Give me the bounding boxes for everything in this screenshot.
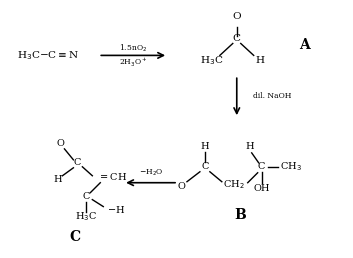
Text: H$_3$C: H$_3$C — [75, 210, 97, 223]
Text: 2H$_3$O$^+$: 2H$_3$O$^+$ — [119, 56, 148, 69]
Text: 1.5nO$_2$: 1.5nO$_2$ — [119, 43, 147, 54]
Text: C: C — [233, 34, 241, 43]
Text: C: C — [258, 162, 265, 171]
Text: O: O — [232, 12, 241, 21]
Text: $-$H$_2$O: $-$H$_2$O — [139, 167, 163, 178]
Text: $=$CH: $=$CH — [98, 171, 128, 182]
Text: $-$H: $-$H — [107, 204, 125, 215]
Text: H: H — [53, 175, 62, 184]
Text: C: C — [201, 162, 209, 171]
Text: H$_3$C$-$C$\equiv$N: H$_3$C$-$C$\equiv$N — [18, 49, 79, 62]
Text: A: A — [299, 38, 310, 52]
Text: H: H — [245, 142, 254, 151]
Text: O: O — [177, 182, 185, 191]
Text: H: H — [255, 56, 264, 65]
Text: C: C — [83, 192, 90, 201]
Text: B: B — [234, 207, 246, 222]
Text: C: C — [70, 230, 81, 244]
Text: OH: OH — [253, 184, 270, 193]
Text: H$_3$C: H$_3$C — [200, 54, 223, 67]
Text: CH$_3$: CH$_3$ — [280, 160, 301, 173]
Text: H: H — [201, 142, 209, 151]
Text: CH$_2$: CH$_2$ — [223, 178, 245, 191]
Text: dil. NaOH: dil. NaOH — [253, 92, 291, 100]
Text: C: C — [74, 158, 81, 167]
Text: O: O — [56, 139, 64, 148]
